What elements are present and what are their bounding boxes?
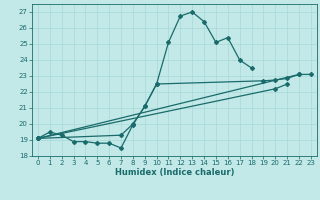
X-axis label: Humidex (Indice chaleur): Humidex (Indice chaleur)	[115, 168, 234, 177]
